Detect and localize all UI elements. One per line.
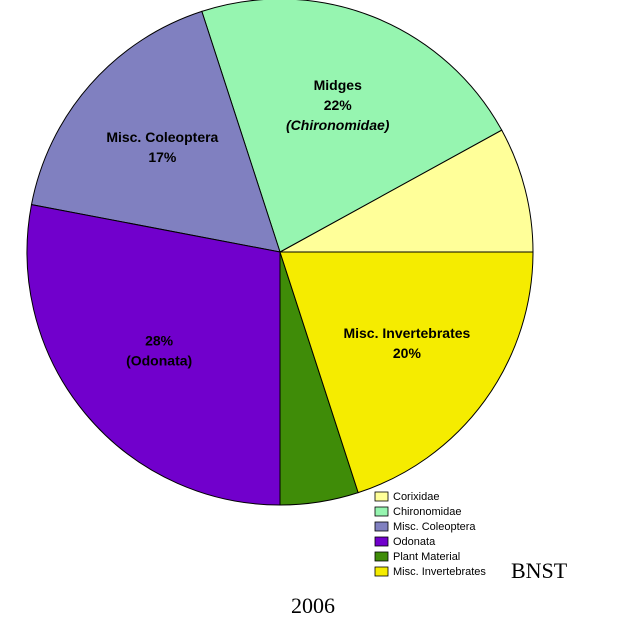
slice-name: (Chironomidae) [286, 117, 390, 133]
slice-name: Misc. Coleoptera [106, 129, 218, 145]
legend-swatch [374, 506, 389, 517]
pie-slice [279, 251, 534, 494]
data-label: 17% [148, 149, 177, 165]
data-label: 28% [145, 333, 174, 349]
data-label: 22% [324, 97, 353, 113]
pie-slice [26, 204, 281, 506]
legend-label: Plant Material [393, 551, 460, 563]
legend-label: Misc. Coleoptera [393, 521, 476, 533]
caption: BNST [511, 558, 568, 583]
legend-swatch [374, 566, 389, 577]
legend-swatch [374, 536, 389, 547]
slice-name: Midges [314, 77, 362, 93]
pie-slice [279, 129, 534, 253]
legend-label: Chironomidae [393, 506, 461, 518]
legend-label: Misc. Invertebrates [393, 566, 486, 578]
legend-swatch [374, 551, 389, 562]
legend-swatch [374, 521, 389, 532]
legend-swatch [374, 491, 389, 502]
legend-label: Corixidae [393, 491, 439, 503]
legend-label: Odonata [393, 536, 436, 548]
caption: 2006 [291, 593, 335, 618]
slice-name: (Odonata) [126, 353, 192, 369]
pie-slice [201, 0, 503, 253]
data-label: 20% [393, 345, 422, 361]
slice-name: Misc. Invertebrates [343, 325, 470, 341]
pie-slice [30, 10, 281, 253]
